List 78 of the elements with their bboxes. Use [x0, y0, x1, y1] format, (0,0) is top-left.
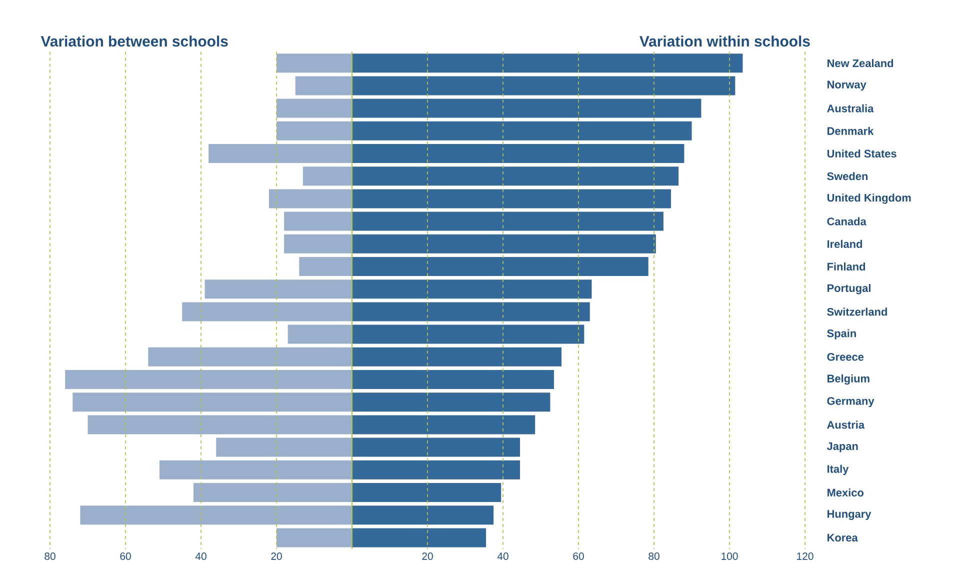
bar	[182, 302, 352, 322]
bar	[352, 392, 550, 412]
bar	[216, 438, 352, 457]
y-tick-label: Hungary	[828, 510, 872, 520]
y-tick-label: Norway	[828, 80, 866, 91]
y-tick-label: Denmark	[828, 126, 874, 135]
x-tick-label: 80	[648, 552, 660, 560]
bar	[352, 528, 486, 548]
y-tick-label: Greece	[827, 353, 864, 361]
bar	[295, 76, 352, 96]
x-tick-label: 60	[120, 552, 131, 560]
x-tick-label: 40	[497, 552, 508, 560]
bar	[352, 234, 656, 254]
bar	[352, 280, 592, 299]
x-tick-label: 40	[195, 552, 206, 560]
y-tick-label: Italy	[828, 464, 849, 476]
bar	[352, 415, 536, 434]
y-tick-label: Australia	[827, 104, 874, 112]
bar	[352, 144, 684, 164]
y-tick-label: United States	[827, 149, 896, 158]
bar	[204, 280, 352, 299]
bar	[276, 121, 352, 140]
bar	[302, 166, 352, 186]
bar	[352, 324, 584, 344]
y-tick-label: Germany	[827, 397, 874, 408]
bar	[276, 528, 352, 548]
y-tick-label: Ireland	[828, 240, 862, 248]
bar	[299, 257, 352, 276]
y-tick-label: New Zealand	[828, 59, 894, 68]
y-tick-label: Japan	[826, 442, 858, 452]
y-tick-label: Finland	[828, 262, 866, 271]
bar	[80, 506, 352, 525]
y-tick-label: Canada	[827, 217, 866, 226]
bar	[268, 189, 352, 208]
y-tick-label: Switzerland	[827, 308, 887, 316]
bar	[352, 438, 520, 457]
bar	[352, 121, 692, 140]
bar	[284, 212, 352, 231]
bar	[276, 98, 352, 118]
text: Variation within schools	[640, 36, 810, 47]
bar	[352, 506, 494, 525]
y-tick-label: Korea	[828, 534, 858, 542]
x-tick-label: 20	[271, 552, 282, 560]
bar	[352, 54, 743, 73]
x-tick-label: 80	[44, 552, 56, 560]
bar	[352, 76, 736, 96]
text: Variation between schools	[40, 36, 228, 47]
bar	[352, 166, 679, 186]
y-tick-label: United Kingdom	[827, 194, 911, 204]
y-tick-label: Mexico	[828, 488, 864, 497]
y-tick-label: Austria	[827, 420, 865, 429]
bar	[148, 347, 352, 366]
bar	[352, 347, 562, 366]
bar	[65, 370, 352, 390]
bar	[352, 98, 702, 118]
bar	[88, 415, 352, 434]
bar	[288, 324, 352, 344]
bar	[284, 234, 352, 254]
y-tick-label: Portugal	[828, 284, 870, 294]
bar	[352, 370, 554, 390]
bar	[72, 392, 352, 412]
y-tick-label: Sweden	[827, 172, 868, 180]
y-tick-label: Spain	[827, 329, 856, 340]
bar	[352, 257, 648, 276]
bar	[352, 302, 590, 322]
bar	[352, 460, 520, 480]
bar	[352, 189, 671, 208]
bar	[208, 144, 352, 164]
x-tick-label: 120	[797, 552, 814, 560]
bar	[352, 212, 664, 231]
bar	[193, 483, 352, 502]
bar	[276, 54, 352, 73]
x-tick-label: 20	[422, 552, 433, 560]
bar	[159, 460, 352, 480]
x-tick-label: 100	[722, 552, 738, 560]
bar	[352, 483, 502, 502]
y-tick-label: Belgium	[828, 374, 870, 385]
x-tick-label: 60	[573, 552, 584, 560]
